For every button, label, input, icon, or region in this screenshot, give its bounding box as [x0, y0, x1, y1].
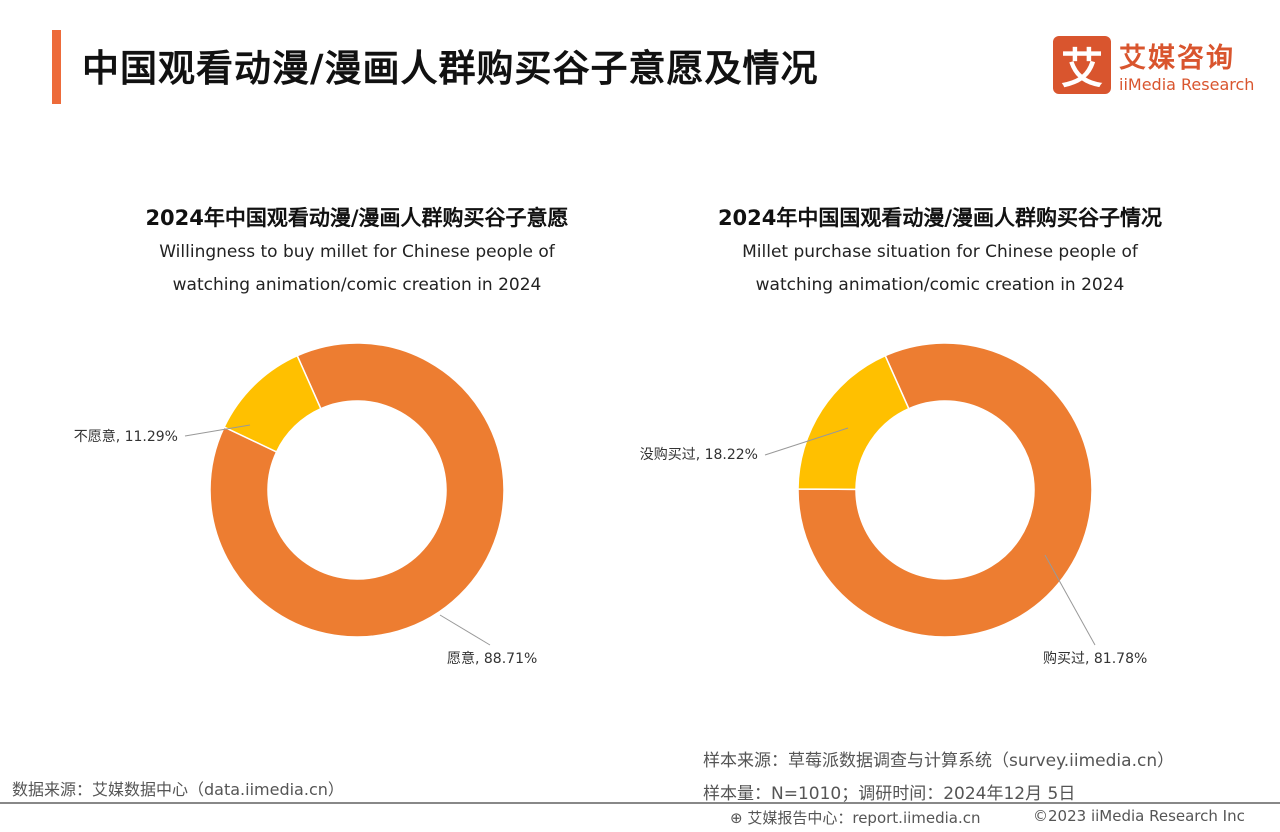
footer-divider: [0, 802, 1280, 804]
chart1-slice-0: [209, 342, 505, 638]
chart2-label-1: 没购买过, 18.22%: [640, 447, 758, 463]
sample-size: 样本量：N=1010；调研时间：2024年12月 5日: [703, 784, 1076, 804]
chart1-subtitle-1: Willingness to buy millet for Chinese pe…: [159, 242, 555, 262]
globe-icon: ⊕: [730, 809, 743, 827]
chart1-label-0: 愿意, 88.71%: [447, 650, 537, 667]
page-title: 中国观看动漫/漫画人群购买谷子意愿及情况: [82, 47, 819, 90]
chart1-slice-1: [223, 354, 322, 453]
logo: 艾 艾媒咨询 iiMedia Research: [1053, 36, 1254, 94]
chart1-label-1: 不愿意, 11.29%: [74, 428, 178, 445]
chart1-leader-1: [184, 424, 251, 437]
chart2-title: 2024年中国国观看动漫/漫画人群购买谷子情况: [717, 206, 1163, 230]
logo-en: iiMedia Research: [1119, 75, 1255, 94]
data-source: 数据来源：艾媒数据中心（data.iimedia.cn）: [12, 780, 344, 799]
copyright: ©2023 iiMedia Research Inc: [1033, 807, 1245, 825]
logo-mark: 艾: [1053, 36, 1111, 94]
logo-cn: 艾媒咨询: [1119, 43, 1235, 74]
report-center-text: 艾媒报告中心：report.iimedia.cn: [747, 809, 981, 827]
chart1-leader-0: [439, 614, 491, 646]
chart1-title: 2024年中国观看动漫/漫画人群购买谷子意愿: [145, 206, 569, 230]
chart2-slice-1: [797, 354, 910, 491]
report-center[interactable]: ⊕ 艾媒报告中心：report.iimedia.cn: [730, 807, 981, 828]
chart2-subtitle-1: Millet purchase situation for Chinese pe…: [742, 242, 1138, 262]
chart2-leader-1: [764, 427, 849, 456]
chart2-label-0: 购买过, 81.78%: [1043, 651, 1147, 667]
chart2-leader-0: [1044, 554, 1096, 646]
title-accent-bar: [52, 30, 61, 104]
chart1-subtitle-2: watching animation/comic creation in 202…: [172, 275, 542, 295]
sample-source: 样本来源：草莓派数据调查与计算系统（survey.iimedia.cn）: [703, 751, 1175, 771]
chart2-slice-0: [797, 342, 1093, 638]
chart2-subtitle-2: watching animation/comic creation in 202…: [755, 275, 1125, 295]
